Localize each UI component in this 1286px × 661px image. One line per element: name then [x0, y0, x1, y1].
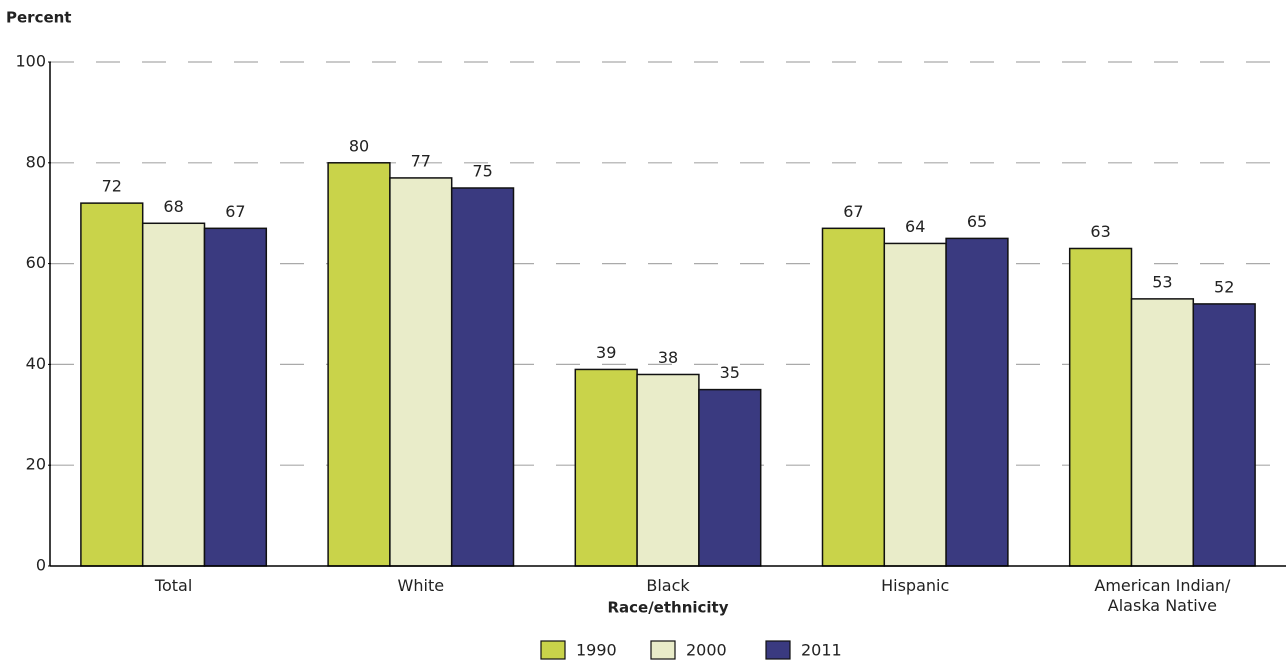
- bar: [141, 222, 206, 567]
- value-label: 52: [1214, 277, 1234, 296]
- legend-label: 2000: [686, 641, 727, 660]
- y-axis-title: Percent: [6, 9, 71, 27]
- x-tick-label: Hispanic: [881, 576, 950, 595]
- bar: [327, 162, 391, 567]
- bar: [1130, 298, 1195, 567]
- bar: [1192, 303, 1256, 567]
- y-tick-label: 100: [15, 52, 46, 71]
- bar: [450, 187, 515, 567]
- x-tick-label: Total: [154, 576, 193, 595]
- x-axis-title: Race/ethnicity: [607, 599, 728, 617]
- value-label: 65: [967, 212, 987, 231]
- legend-swatch: [540, 640, 566, 660]
- value-label: 38: [658, 348, 678, 367]
- value-label: 67: [225, 202, 245, 221]
- bar: [636, 373, 700, 567]
- value-label: 53: [1152, 272, 1172, 291]
- value-label: 63: [1090, 222, 1110, 241]
- legend-swatch: [650, 640, 676, 660]
- value-label: 77: [411, 151, 431, 170]
- value-label: 68: [163, 197, 183, 216]
- value-label: 64: [905, 217, 925, 236]
- bar: [574, 368, 638, 567]
- bar: [80, 202, 144, 567]
- value-label: 80: [349, 136, 369, 155]
- bar: [1068, 247, 1133, 567]
- x-tick-label: Black: [646, 576, 690, 595]
- bar: [945, 237, 1009, 567]
- legend-label: 1990: [576, 641, 617, 660]
- bar: [821, 227, 886, 567]
- value-label: 39: [596, 343, 616, 362]
- value-label: 75: [472, 162, 492, 181]
- y-tick-label: 0: [36, 556, 46, 575]
- bar: [698, 388, 762, 567]
- value-label: 72: [102, 177, 122, 196]
- y-tick-label: 80: [26, 152, 46, 171]
- value-label: 35: [720, 363, 740, 382]
- x-tick-label: American Indian/ Alaska Native: [1094, 576, 1231, 615]
- x-tick-label: White: [397, 576, 445, 595]
- bar: [203, 227, 268, 567]
- bar: [883, 242, 947, 567]
- bar: [389, 177, 453, 567]
- legend-swatch: [765, 640, 791, 660]
- legend-label: 2011: [801, 641, 842, 660]
- y-tick-label: 40: [26, 354, 46, 373]
- y-tick-label: 20: [26, 455, 46, 474]
- value-label: 67: [843, 202, 863, 221]
- y-tick-label: 60: [26, 253, 46, 272]
